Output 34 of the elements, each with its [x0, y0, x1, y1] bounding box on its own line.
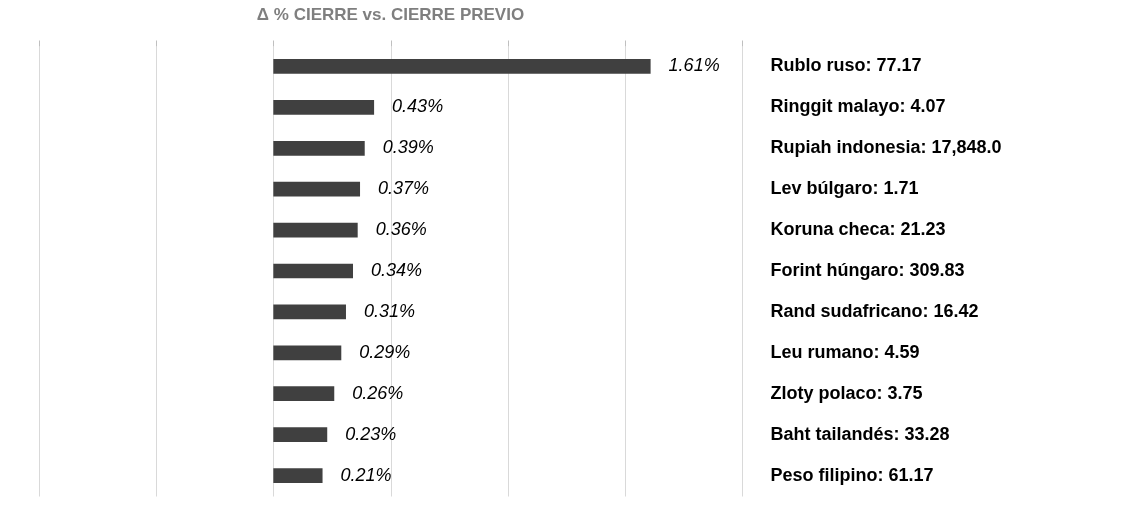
- bar: [273, 263, 354, 279]
- data-label: 0.36%: [375, 219, 427, 240]
- chart-title: Δ % CIERRE vs. CIERRE PREVIO: [256, 5, 525, 24]
- bar: [273, 59, 651, 74]
- y-tick-label: Leu rumano: 4.59: [770, 341, 920, 362]
- data-label: 0.31%: [363, 300, 416, 321]
- data-label: 0.43%: [392, 96, 444, 117]
- bar: [273, 140, 365, 156]
- y-tick-label: Rand sudafricano: 16.42: [770, 300, 979, 321]
- y-tick-label: Zloty polaco: 3.75: [770, 382, 923, 403]
- y-tick-label: Lev búlgaro: 1.71: [770, 178, 919, 199]
- bar: [273, 222, 358, 238]
- y-tick-label: Rupiah indonesia: 17,848.0: [770, 137, 1002, 158]
- y-tick-label: Baht tailandés: 33.28: [770, 423, 950, 444]
- data-label: 0.23%: [345, 423, 397, 444]
- data-label: 0.34%: [371, 260, 423, 280]
- y-tick-label: Forint húngaro: 309.83: [770, 260, 965, 280]
- bar: [273, 100, 375, 115]
- bar: [273, 304, 346, 320]
- data-label: 0.39%: [382, 137, 434, 158]
- bar: [273, 427, 328, 442]
- y-tick-label: Koruna checa: 21.23: [770, 219, 946, 240]
- data-label: 0.29%: [359, 341, 411, 362]
- data-label: 0.26%: [352, 382, 404, 403]
- data-label: 0.21%: [340, 464, 392, 485]
- bar: [273, 345, 342, 361]
- bar: [273, 181, 361, 197]
- bar: [273, 386, 335, 402]
- bar: [273, 468, 323, 483]
- data-label: 1.61%: [668, 55, 720, 76]
- data-label: 0.37%: [378, 178, 430, 199]
- y-tick-label: Ringgit malayo: 4.07: [770, 96, 946, 117]
- y-tick-label: Rublo ruso: 77.17: [770, 55, 922, 76]
- y-tick-label: Peso filipino: 61.17: [770, 464, 934, 485]
